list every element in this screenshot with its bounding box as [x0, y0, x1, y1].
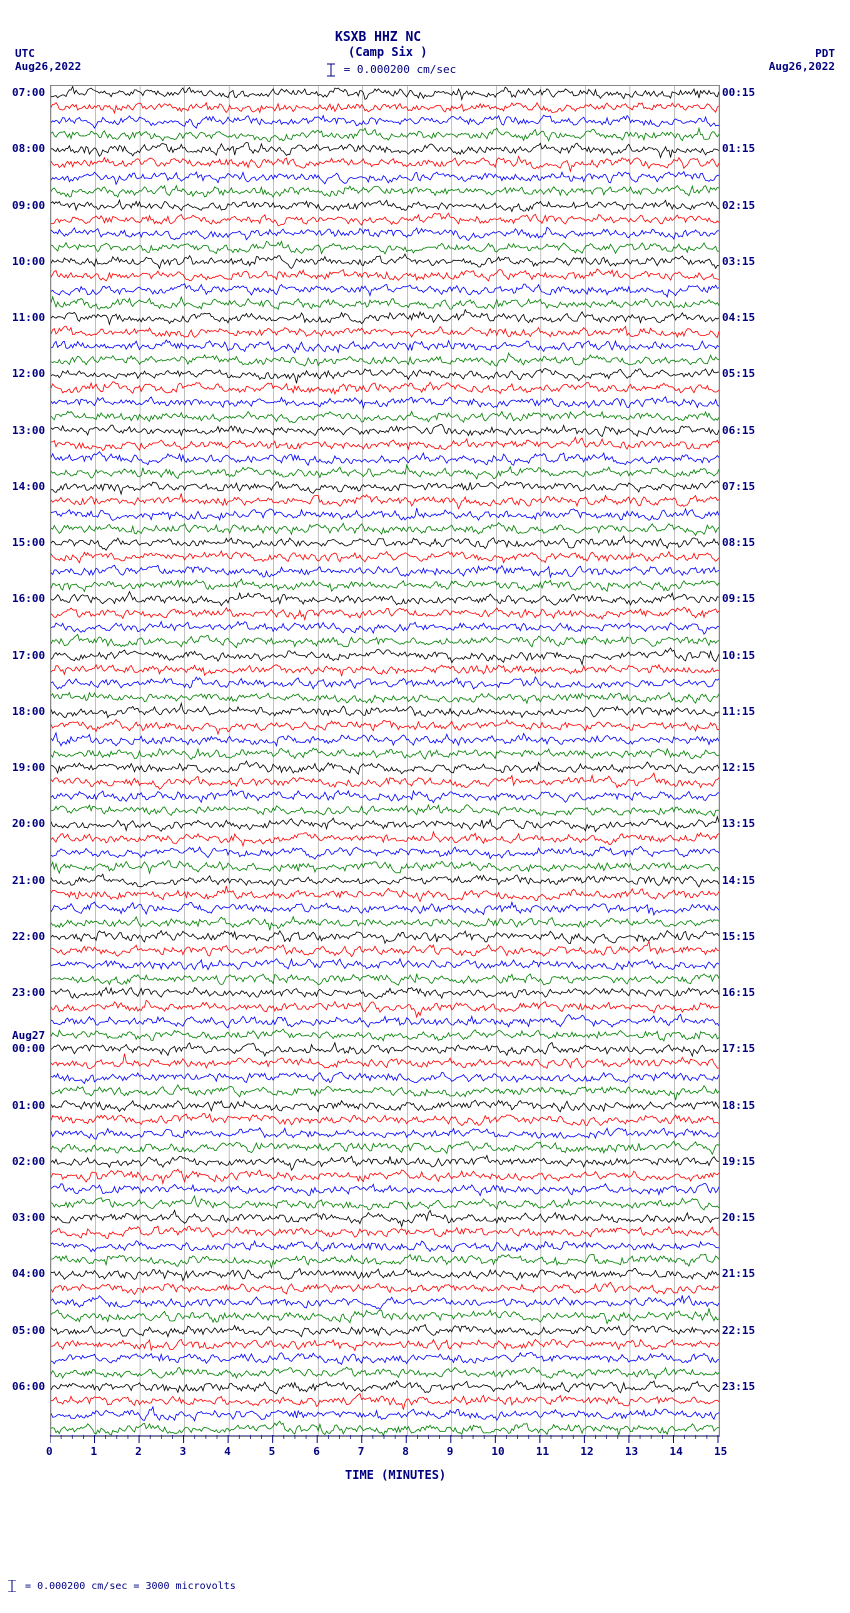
pdt-time-label: 13:15	[722, 817, 755, 830]
x-tick-label: 1	[91, 1445, 98, 1458]
pdt-time-label: 23:15	[722, 1380, 755, 1393]
utc-time-label: 09:00	[12, 199, 45, 212]
utc-time-label: 10:00	[12, 255, 45, 268]
utc-time-label: 01:00	[12, 1099, 45, 1112]
tz-right-label: PDT	[815, 47, 835, 60]
x-tick-label: 5	[269, 1445, 276, 1458]
pdt-time-label: 06:15	[722, 424, 755, 437]
utc-time-label: 08:00	[12, 142, 45, 155]
utc-time-label: 18:00	[12, 705, 45, 718]
pdt-time-label: 07:15	[722, 480, 755, 493]
date-right-label: Aug26,2022	[769, 60, 835, 73]
utc-time-label: 12:00	[12, 367, 45, 380]
scale-legend-text: = 0.000200 cm/sec	[344, 63, 457, 76]
x-tick-label: 3	[180, 1445, 187, 1458]
utc-time-label: 17:00	[12, 649, 45, 662]
pdt-time-label: 00:15	[722, 86, 755, 99]
pdt-time-label: 14:15	[722, 874, 755, 887]
utc-time-label: 05:00	[12, 1324, 45, 1337]
day-marker-label: Aug27	[12, 1029, 45, 1042]
utc-time-label: 04:00	[12, 1267, 45, 1280]
x-tick-label: 0	[46, 1445, 53, 1458]
x-tick-label: 2	[135, 1445, 142, 1458]
utc-time-label: 00:00	[12, 1042, 45, 1055]
pdt-time-label: 19:15	[722, 1155, 755, 1168]
x-tick-label: 15	[714, 1445, 727, 1458]
pdt-time-label: 08:15	[722, 536, 755, 549]
date-left-label: Aug26,2022	[15, 60, 81, 73]
x-tick-label: 6	[313, 1445, 320, 1458]
scale-bar-container: = 0.000200 cm/sec	[325, 63, 456, 77]
pdt-time-label: 16:15	[722, 986, 755, 999]
utc-time-label: 22:00	[12, 930, 45, 943]
footer-scale-container: = 0.000200 cm/sec = 3000 microvolts	[5, 1580, 236, 1592]
utc-time-label: 16:00	[12, 592, 45, 605]
utc-time-label: 21:00	[12, 874, 45, 887]
tz-left-label: UTC	[15, 47, 35, 60]
pdt-time-label: 10:15	[722, 649, 755, 662]
helicorder-plot	[50, 85, 720, 1437]
utc-time-label: 11:00	[12, 311, 45, 324]
utc-time-label: 13:00	[12, 424, 45, 437]
x-tick-label: 10	[491, 1445, 504, 1458]
pdt-time-label: 02:15	[722, 199, 755, 212]
footer-scale-icon	[5, 1580, 19, 1592]
utc-time-label: 14:00	[12, 480, 45, 493]
utc-time-label: 06:00	[12, 1380, 45, 1393]
pdt-time-label: 18:15	[722, 1099, 755, 1112]
utc-time-label: 03:00	[12, 1211, 45, 1224]
location-title: (Camp Six )	[348, 45, 427, 59]
utc-time-label: 07:00	[12, 86, 45, 99]
utc-time-label: 20:00	[12, 817, 45, 830]
x-tick-label: 4	[224, 1445, 231, 1458]
x-tick-label: 13	[625, 1445, 638, 1458]
pdt-time-label: 03:15	[722, 255, 755, 268]
utc-time-label: 23:00	[12, 986, 45, 999]
x-tick-label: 12	[580, 1445, 593, 1458]
x-tick-label: 11	[536, 1445, 549, 1458]
pdt-time-label: 12:15	[722, 761, 755, 774]
pdt-time-label: 22:15	[722, 1324, 755, 1337]
pdt-time-label: 04:15	[722, 311, 755, 324]
x-tick-label: 7	[358, 1445, 365, 1458]
x-tick-label: 9	[447, 1445, 454, 1458]
utc-time-label: 19:00	[12, 761, 45, 774]
pdt-time-label: 15:15	[722, 930, 755, 943]
station-title: KSXB HHZ NC	[335, 30, 421, 45]
pdt-time-label: 09:15	[722, 592, 755, 605]
utc-time-label: 02:00	[12, 1155, 45, 1168]
footer-scale-text: = 0.000200 cm/sec = 3000 microvolts	[25, 1581, 236, 1592]
pdt-time-label: 17:15	[722, 1042, 755, 1055]
scale-bar-icon	[325, 63, 337, 77]
plot-svg	[51, 86, 719, 1436]
utc-time-label: 15:00	[12, 536, 45, 549]
pdt-time-label: 21:15	[722, 1267, 755, 1280]
x-tick-label: 14	[669, 1445, 682, 1458]
x-axis-label: TIME (MINUTES)	[345, 1468, 446, 1482]
seismogram-container: KSXB HHZ NC (Camp Six ) UTC Aug26,2022 P…	[0, 0, 850, 1613]
x-tick-label: 8	[402, 1445, 409, 1458]
pdt-time-label: 11:15	[722, 705, 755, 718]
pdt-time-label: 01:15	[722, 142, 755, 155]
pdt-time-label: 05:15	[722, 367, 755, 380]
pdt-time-label: 20:15	[722, 1211, 755, 1224]
